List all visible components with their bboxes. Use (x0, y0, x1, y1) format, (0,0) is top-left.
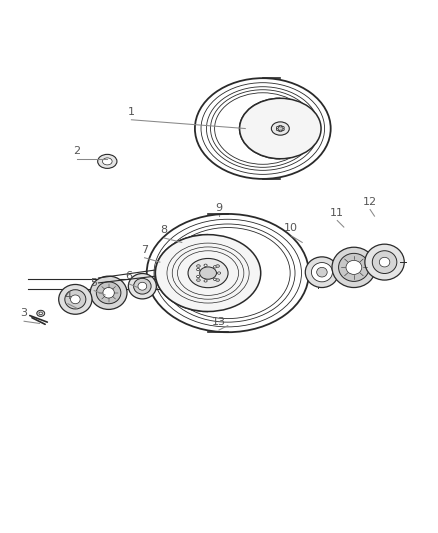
Ellipse shape (279, 125, 282, 127)
Text: 9: 9 (215, 203, 223, 213)
Ellipse shape (305, 257, 339, 287)
Ellipse shape (138, 282, 147, 290)
Ellipse shape (197, 279, 200, 281)
Text: 12: 12 (363, 197, 377, 207)
Ellipse shape (282, 126, 284, 128)
Ellipse shape (339, 253, 369, 281)
Ellipse shape (103, 287, 114, 298)
Text: 6: 6 (126, 271, 133, 281)
Ellipse shape (197, 276, 200, 278)
Ellipse shape (155, 235, 261, 311)
Ellipse shape (346, 260, 362, 274)
Text: 4: 4 (64, 291, 71, 301)
Ellipse shape (39, 312, 42, 314)
Ellipse shape (332, 247, 376, 287)
Ellipse shape (213, 265, 216, 268)
Ellipse shape (272, 122, 289, 135)
Ellipse shape (197, 265, 200, 268)
Text: 13: 13 (212, 317, 226, 327)
Ellipse shape (276, 126, 279, 128)
Ellipse shape (128, 273, 156, 299)
Ellipse shape (188, 259, 228, 288)
Ellipse shape (216, 279, 219, 281)
Ellipse shape (365, 244, 404, 280)
Ellipse shape (96, 282, 121, 304)
Text: 1: 1 (128, 107, 135, 117)
Ellipse shape (218, 272, 221, 274)
Ellipse shape (98, 155, 117, 168)
Text: 2: 2 (73, 146, 80, 156)
Ellipse shape (90, 276, 127, 310)
Ellipse shape (213, 278, 216, 280)
Ellipse shape (102, 158, 112, 165)
Ellipse shape (282, 129, 284, 131)
Ellipse shape (317, 268, 327, 277)
Ellipse shape (372, 251, 397, 273)
Ellipse shape (37, 310, 45, 317)
Ellipse shape (276, 129, 279, 131)
Ellipse shape (65, 290, 86, 309)
Ellipse shape (197, 269, 200, 271)
Text: 11: 11 (330, 208, 344, 217)
Ellipse shape (59, 285, 92, 314)
Ellipse shape (311, 263, 332, 282)
Ellipse shape (134, 278, 151, 294)
Text: 7: 7 (141, 245, 148, 255)
Ellipse shape (200, 267, 216, 279)
Ellipse shape (204, 280, 207, 282)
Ellipse shape (279, 130, 282, 132)
Text: 3: 3 (21, 309, 28, 318)
Ellipse shape (204, 264, 207, 266)
Ellipse shape (240, 98, 321, 159)
Text: 10: 10 (284, 223, 298, 233)
Ellipse shape (379, 257, 390, 267)
Text: 5: 5 (91, 278, 98, 288)
Text: 8: 8 (161, 225, 168, 235)
Ellipse shape (216, 265, 219, 268)
Ellipse shape (277, 126, 284, 131)
Ellipse shape (71, 295, 80, 304)
